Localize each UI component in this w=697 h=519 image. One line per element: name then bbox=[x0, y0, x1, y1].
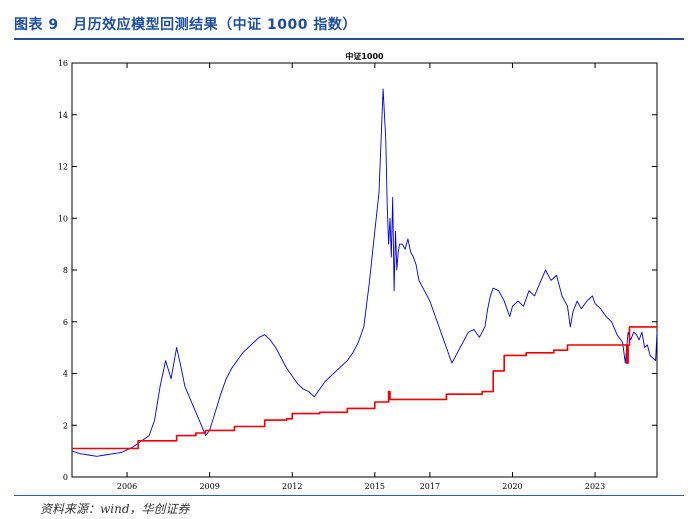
x-tick-label: 2015 bbox=[365, 482, 385, 491]
y-tick-label: 6 bbox=[63, 318, 68, 327]
y-tick-label: 10 bbox=[58, 214, 68, 223]
plot-frame bbox=[71, 62, 658, 478]
x-tick-label: 2012 bbox=[282, 482, 302, 491]
y-tick-label: 0 bbox=[63, 473, 68, 482]
y-tick-label: 14 bbox=[58, 111, 68, 120]
y-tick-label: 12 bbox=[58, 163, 68, 172]
figure-caption: 图表 9 月历效应模型回测结果（中证 1000 指数） bbox=[14, 17, 357, 33]
chart-title: 中证1000 bbox=[345, 51, 384, 61]
footer-rule bbox=[14, 495, 684, 496]
figure-header: 图表 9 月历效应模型回测结果（中证 1000 指数） bbox=[14, 14, 684, 40]
x-tick-label: 2020 bbox=[502, 482, 522, 491]
y-axis: 0 2 4 6 8 10 12 14 16 bbox=[58, 59, 657, 482]
series-line-strategy bbox=[72, 326, 657, 450]
x-tick-label: 2023 bbox=[585, 482, 605, 491]
y-tick-label: 2 bbox=[63, 421, 68, 430]
source-note: 资料来源：wind，华创证券 bbox=[40, 502, 190, 516]
x-tick-label: 2009 bbox=[199, 482, 219, 491]
x-tick-label: 2017 bbox=[420, 482, 440, 491]
header-rule bbox=[14, 38, 684, 40]
series-layer bbox=[71, 88, 658, 457]
x-tick-label: 2006 bbox=[117, 482, 137, 491]
x-axis: 2006 2009 2012 2015 2017 2020 2023 bbox=[117, 63, 605, 491]
y-tick-label: 4 bbox=[63, 370, 68, 379]
series-line-index bbox=[71, 88, 658, 457]
y-tick-label: 8 bbox=[63, 266, 68, 275]
y-tick-label: 16 bbox=[58, 59, 68, 68]
